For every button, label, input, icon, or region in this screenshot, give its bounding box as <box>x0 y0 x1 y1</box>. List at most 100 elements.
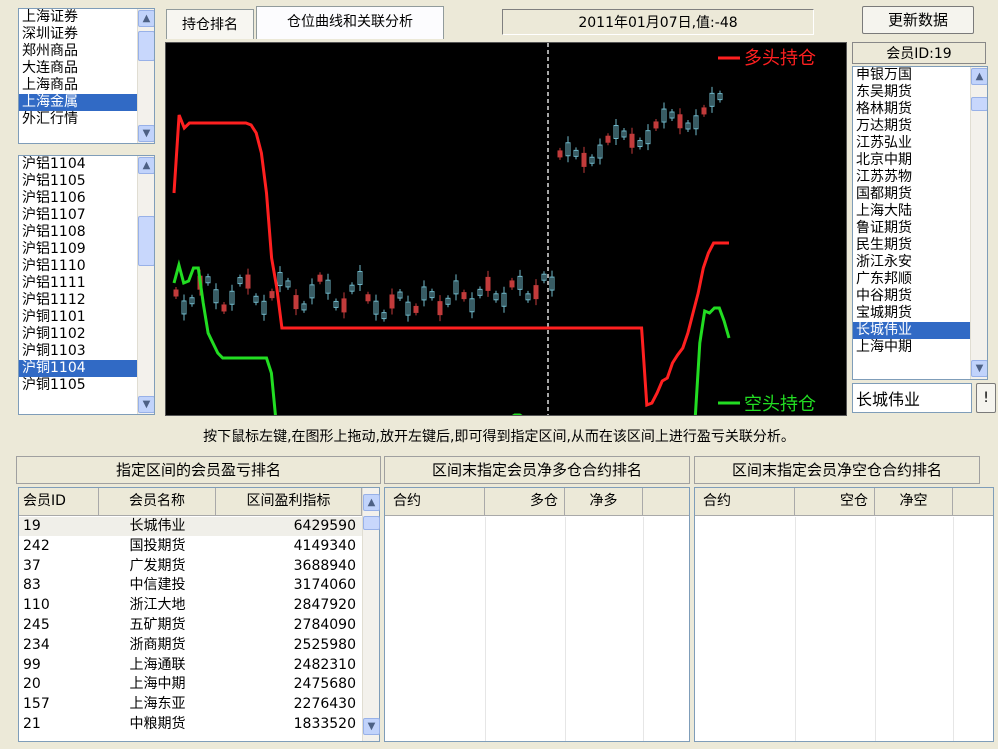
member-list-item[interactable]: 申银万国 <box>856 67 912 83</box>
tab-position-rank[interactable]: 持仓排名 <box>166 9 254 39</box>
market-list[interactable]: 上海证券 深圳证券 郑州商品 大连商品 上海商品 上海金属 外汇行情 ▲ ▼ <box>18 8 155 144</box>
position-chart[interactable]: 多头持仓 空头持仓 <box>165 42 847 416</box>
market-list-item[interactable]: 大连商品 <box>22 60 78 76</box>
candle-body <box>405 301 411 316</box>
candle-body <box>325 279 331 294</box>
table-row[interactable]: 245 五矿期货 2784090 <box>19 616 362 635</box>
candle-body <box>397 291 403 299</box>
contract-list-item[interactable]: 沪铜1104 <box>19 360 137 377</box>
scroll-up-icon[interactable]: ▲ <box>363 494 380 511</box>
table-row[interactable]: 99 上海通联 2482310 <box>19 656 362 675</box>
candle-body <box>453 280 459 295</box>
contract-list-item[interactable]: 沪铝1109 <box>22 241 86 257</box>
tab-curve-analysis[interactable]: 仓位曲线和关联分析 <box>256 6 444 39</box>
market-list-scrollbar[interactable]: ▲ ▼ <box>137 9 154 143</box>
net-long-table[interactable]: 合约 多仓 净多 <box>384 487 690 742</box>
member-list-item[interactable]: 万达期货 <box>856 118 912 134</box>
member-list-item[interactable]: 上海中期 <box>856 339 912 355</box>
table-row[interactable]: 83 中信建投 3174060 <box>19 576 362 595</box>
contract-list-item[interactable]: 沪铝1105 <box>22 173 86 189</box>
contract-list-item[interactable]: 沪铜1105 <box>22 377 86 393</box>
market-list-item[interactable]: 外汇行情 <box>22 111 78 127</box>
member-list-item[interactable]: 浙江永安 <box>856 254 912 270</box>
member-list-item[interactable]: 北京中期 <box>856 152 912 168</box>
scroll-down-icon[interactable]: ▼ <box>971 360 987 377</box>
member-go-button[interactable]: ! <box>976 383 996 413</box>
contract-list-scrollbar[interactable]: ▲ ▼ <box>137 156 154 414</box>
scroll-thumb[interactable] <box>971 97 987 111</box>
candle-body <box>661 108 667 123</box>
contract-list-item[interactable]: 沪铝1112 <box>22 292 86 308</box>
member-list-scrollbar[interactable]: ▲ ▼ <box>970 67 987 379</box>
member-list-item[interactable]: 东吴期货 <box>856 84 912 100</box>
candle-body <box>189 297 195 305</box>
candle-body <box>437 301 443 316</box>
candle-body <box>373 300 379 315</box>
candle-body <box>621 130 627 138</box>
table-row[interactable]: 20 上海中期 2475680 <box>19 675 362 694</box>
table-row[interactable]: 157 上海东亚 2276430 <box>19 695 362 714</box>
member-list-item[interactable]: 中谷期货 <box>856 288 912 304</box>
scroll-up-icon[interactable]: ▲ <box>138 10 154 27</box>
candle-body <box>245 274 251 289</box>
col-header-net-long[interactable]: 净多 <box>565 488 643 515</box>
col-header-long[interactable]: 多仓 <box>485 488 565 515</box>
member-list-item[interactable]: 江苏弘业 <box>856 135 912 151</box>
col-header-short[interactable]: 空仓 <box>795 488 875 515</box>
contract-list-item[interactable]: 沪铝1106 <box>22 190 86 206</box>
contract-list-item[interactable]: 沪铝1110 <box>22 258 86 274</box>
table-row[interactable]: 110 浙江大地 2847920 <box>19 596 362 615</box>
col-header-contract[interactable]: 合约 <box>695 488 795 515</box>
contract-list-item[interactable]: 沪铝1107 <box>22 207 86 223</box>
table-row[interactable]: 234 浙商期货 2525980 <box>19 636 362 655</box>
contract-list-item[interactable]: 沪铝1108 <box>22 224 86 240</box>
member-name-cell: 上海通联 <box>129 656 186 673</box>
member-name-input[interactable] <box>852 383 972 413</box>
member-list-item[interactable]: 江苏苏物 <box>856 169 912 185</box>
scroll-up-icon[interactable]: ▲ <box>138 157 154 174</box>
col-header-member-id[interactable]: 会员ID <box>19 488 99 515</box>
col-header-profit[interactable]: 区间盈利指标 <box>216 488 362 515</box>
market-list-item[interactable]: 上海商品 <box>22 77 78 93</box>
scroll-down-icon[interactable]: ▼ <box>138 125 154 142</box>
scroll-up-icon[interactable]: ▲ <box>971 68 987 85</box>
table-row[interactable]: 21 中粮期货 1833520 <box>19 715 362 734</box>
member-list[interactable]: 申银万国 东吴期货 格林期货 万达期货 江苏弘业 北京中期 江苏苏物 国都期货 上海大陆 鲁证期货… <box>852 66 988 380</box>
member-list-item[interactable]: 国都期货 <box>856 186 912 202</box>
contract-list-item[interactable]: 沪铜1101 <box>22 309 86 325</box>
member-list-item[interactable]: 上海大陆 <box>856 203 912 219</box>
scroll-thumb[interactable] <box>138 216 154 266</box>
refresh-data-button[interactable]: 更新数据 <box>862 6 974 34</box>
table-header: 合约 空仓 净空 <box>695 488 993 516</box>
market-list-item[interactable]: 深圳证券 <box>22 26 78 42</box>
scroll-thumb[interactable] <box>363 516 380 530</box>
member-list-item[interactable]: 民生期货 <box>856 237 912 253</box>
scroll-down-icon[interactable]: ▼ <box>138 396 154 413</box>
col-header-member-name[interactable]: 会员名称 <box>99 488 216 515</box>
col-header-contract[interactable]: 合约 <box>385 488 485 515</box>
contract-list-item[interactable]: 沪铜1103 <box>22 343 86 359</box>
contract-list-item[interactable]: 沪铜1102 <box>22 326 86 342</box>
profit-rank-table[interactable]: 会员ID 会员名称 区间盈利指标 19 长城伟业 6429590 242 国投期货 414… <box>18 487 380 742</box>
member-list-item[interactable]: 长城伟业 <box>853 322 971 339</box>
profit-table-scrollbar[interactable]: ▲ ▼ <box>362 488 380 741</box>
contract-list-item[interactable]: 沪铝1104 <box>22 156 86 172</box>
col-header-net-short[interactable]: 净空 <box>875 488 953 515</box>
profit-cell: 2276430 <box>293 696 356 713</box>
market-list-item[interactable]: 上海金属 <box>19 94 137 111</box>
market-list-item[interactable]: 上海证券 <box>22 9 78 25</box>
member-list-item[interactable]: 格林期货 <box>856 101 912 117</box>
contract-list-item[interactable]: 沪铝1111 <box>22 275 86 291</box>
market-list-item[interactable]: 郑州商品 <box>22 43 78 59</box>
member-list-item[interactable]: 宝城期货 <box>856 305 912 321</box>
net-short-table[interactable]: 合约 空仓 净空 <box>694 487 994 742</box>
profit-cell: 4149340 <box>293 537 356 554</box>
scroll-down-icon[interactable]: ▼ <box>363 718 380 735</box>
scroll-thumb[interactable] <box>138 31 154 61</box>
member-list-item[interactable]: 广东邦顺 <box>856 271 912 287</box>
table-row[interactable]: 242 国投期货 4149340 <box>19 537 362 556</box>
table-row[interactable]: 37 广发期货 3688940 <box>19 557 362 576</box>
member-list-item[interactable]: 鲁证期货 <box>856 220 912 236</box>
table-row[interactable]: 19 长城伟业 6429590 <box>19 517 362 536</box>
contract-list[interactable]: 沪铝1104 沪铝1105 沪铝1106 沪铝1107 沪铝1108 沪铝1109 沪铝11… <box>18 155 155 415</box>
